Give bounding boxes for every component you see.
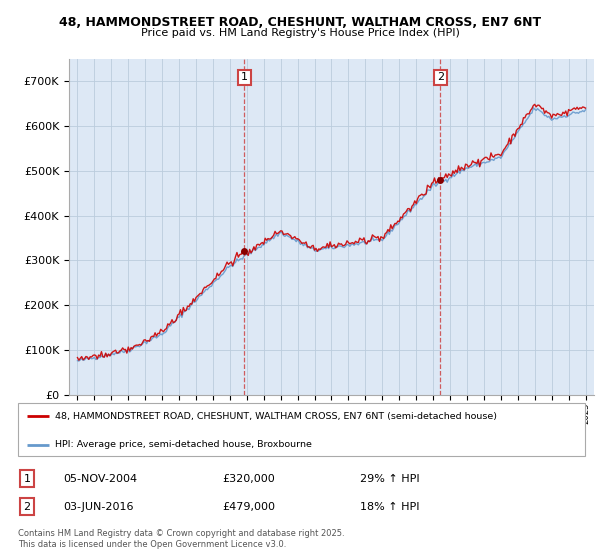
Text: £320,000: £320,000 xyxy=(222,474,275,484)
Text: 2: 2 xyxy=(23,502,31,512)
Text: 1: 1 xyxy=(241,72,248,82)
Text: Price paid vs. HM Land Registry's House Price Index (HPI): Price paid vs. HM Land Registry's House … xyxy=(140,28,460,38)
Text: 2: 2 xyxy=(437,72,444,82)
Text: 1: 1 xyxy=(23,474,31,484)
Text: 48, HAMMONDSTREET ROAD, CHESHUNT, WALTHAM CROSS, EN7 6NT (semi-detached house): 48, HAMMONDSTREET ROAD, CHESHUNT, WALTHA… xyxy=(55,412,497,421)
Text: 29% ↑ HPI: 29% ↑ HPI xyxy=(360,474,419,484)
Text: HPI: Average price, semi-detached house, Broxbourne: HPI: Average price, semi-detached house,… xyxy=(55,440,312,449)
Text: 18% ↑ HPI: 18% ↑ HPI xyxy=(360,502,419,512)
Text: Contains HM Land Registry data © Crown copyright and database right 2025.
This d: Contains HM Land Registry data © Crown c… xyxy=(18,529,344,549)
Text: 05-NOV-2004: 05-NOV-2004 xyxy=(63,474,137,484)
Text: 03-JUN-2016: 03-JUN-2016 xyxy=(63,502,133,512)
Text: 48, HAMMONDSTREET ROAD, CHESHUNT, WALTHAM CROSS, EN7 6NT: 48, HAMMONDSTREET ROAD, CHESHUNT, WALTHA… xyxy=(59,16,541,29)
Text: £479,000: £479,000 xyxy=(222,502,275,512)
